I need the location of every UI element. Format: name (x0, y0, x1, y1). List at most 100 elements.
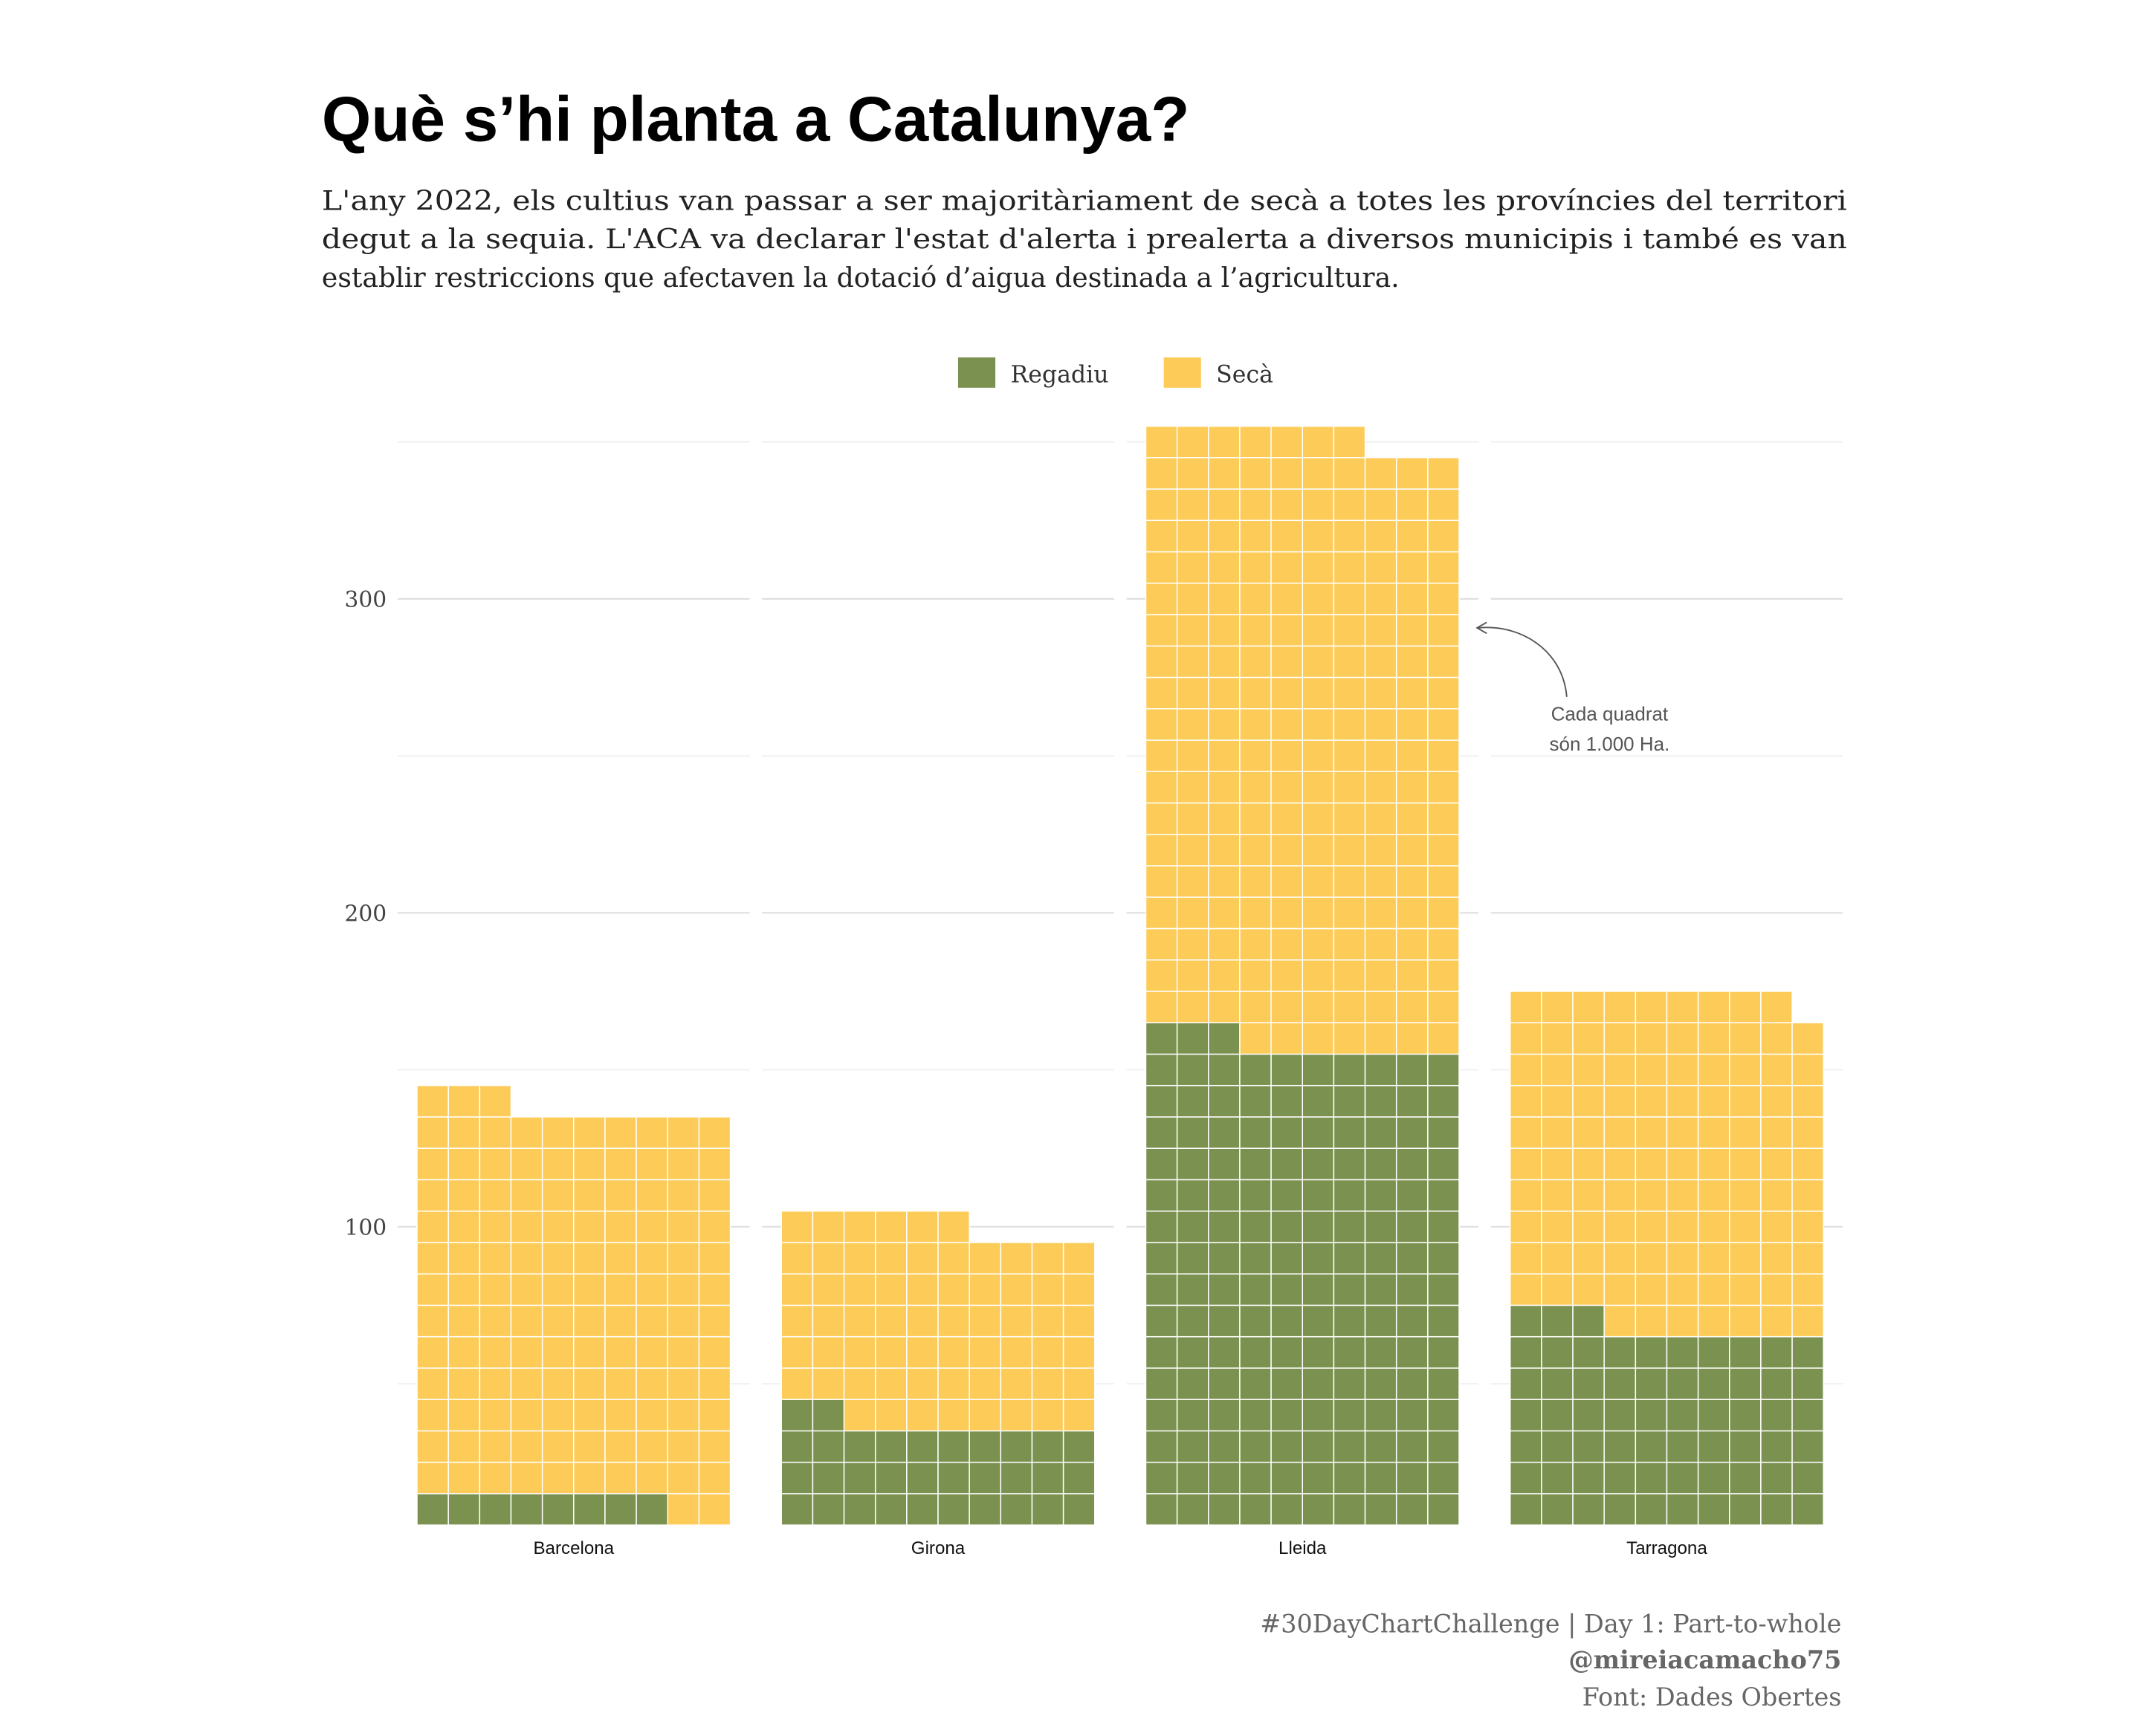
waffle-square (1603, 1022, 1637, 1055)
waffle-square (1666, 1430, 1699, 1463)
waffle-square (1364, 676, 1397, 710)
waffle-square (636, 1430, 668, 1463)
waffle-square (1364, 1053, 1397, 1086)
waffle-square (573, 1210, 606, 1243)
waffle-square (1603, 1116, 1637, 1149)
waffle-square (1031, 1461, 1064, 1494)
waffle-square (698, 1367, 731, 1400)
waffle-square (416, 1335, 449, 1369)
waffle-square (1208, 1179, 1241, 1212)
waffle-square (780, 1242, 814, 1275)
waffle-square (1427, 991, 1460, 1023)
waffle-square (573, 1367, 606, 1400)
waffle-square (1270, 645, 1303, 678)
waffle-square (812, 1273, 845, 1306)
waffle-square (1302, 1210, 1335, 1243)
waffle-square (1239, 1493, 1272, 1526)
waffle-square (1509, 1179, 1542, 1212)
waffle-square (1364, 959, 1397, 992)
waffle-square (510, 1273, 543, 1306)
waffle-square (1333, 1022, 1366, 1055)
waffle-square (780, 1367, 814, 1400)
waffle-square (510, 1242, 543, 1275)
waffle-square (1145, 551, 1178, 584)
waffle-square (1635, 1022, 1668, 1055)
waffle-square (1635, 1084, 1668, 1118)
waffle-square (698, 1430, 731, 1463)
waffle-square (1333, 1304, 1366, 1338)
waffle-square (1302, 1053, 1335, 1086)
waffle-square (1760, 1304, 1793, 1338)
waffle-square (874, 1367, 908, 1400)
waffle-square (1145, 1084, 1178, 1118)
waffle-square (780, 1273, 814, 1306)
waffle-square (1760, 1053, 1793, 1086)
waffle-square (416, 1273, 449, 1306)
waffle-square (1145, 1210, 1178, 1243)
waffle-square (1427, 833, 1460, 867)
waffle-square (1270, 1493, 1303, 1526)
waffle-square (447, 1179, 481, 1212)
annotation-arrowhead (1475, 621, 1487, 635)
waffle-square (636, 1210, 668, 1243)
waffle-square (1302, 1461, 1335, 1494)
waffle-square (510, 1179, 543, 1212)
waffle-square (780, 1430, 814, 1463)
waffle-square (1270, 991, 1303, 1023)
waffle-square (1239, 1461, 1272, 1494)
waffle-square (1302, 519, 1335, 553)
waffle-square (1760, 1084, 1793, 1118)
waffle-square (1239, 708, 1272, 741)
waffle-square (1208, 1493, 1241, 1526)
waffle-square (1239, 1335, 1272, 1369)
waffle-square (937, 1399, 970, 1432)
waffle-square (698, 1210, 731, 1243)
waffle-square (698, 1493, 731, 1526)
waffle-square (1364, 991, 1397, 1023)
waffle-square (1176, 1430, 1209, 1463)
waffle-square (969, 1493, 1002, 1526)
waffle-square (698, 1273, 731, 1306)
waffle-square (1208, 1084, 1241, 1118)
waffle-square (479, 1084, 512, 1118)
waffle-square (573, 1335, 606, 1369)
waffle-square (1239, 1399, 1272, 1432)
legend-swatch (957, 357, 996, 388)
waffle-square (479, 1493, 512, 1526)
waffle-square (1427, 1304, 1460, 1338)
waffle-square (1427, 771, 1460, 804)
waffle-square (479, 1179, 512, 1212)
waffle-square (1395, 1461, 1429, 1494)
waffle-square (1333, 1116, 1366, 1149)
waffle-square (1729, 1493, 1762, 1526)
waffle-square (1145, 1242, 1178, 1275)
waffle-square (1333, 927, 1366, 961)
waffle-square (1541, 1022, 1574, 1055)
waffle-square (937, 1430, 970, 1463)
waffle-square (1062, 1304, 1096, 1338)
waffle-square (1729, 1147, 1762, 1181)
waffle-square (1031, 1273, 1064, 1306)
waffle-square (1270, 1179, 1303, 1212)
waffle-square (541, 1367, 575, 1400)
waffle-square (1635, 1367, 1668, 1400)
waffle-square (1635, 1116, 1668, 1149)
waffle-square (1208, 676, 1241, 710)
waffle-square (1427, 739, 1460, 772)
waffle-square (1302, 1367, 1335, 1400)
waffle-square (1208, 519, 1241, 553)
waffle-square (1333, 1399, 1366, 1432)
waffle-square (573, 1493, 606, 1526)
waffle-square (604, 1461, 637, 1494)
annotation: són 1.000 Ha. (1550, 733, 1670, 755)
waffle-square (1000, 1430, 1033, 1463)
waffle-square (1239, 771, 1272, 804)
waffle-square (1603, 1304, 1637, 1338)
waffle-square (1572, 991, 1605, 1023)
waffle-square (1395, 771, 1429, 804)
waffle-square (1364, 1210, 1397, 1243)
waffle-square (479, 1242, 512, 1275)
waffle-square (1176, 1273, 1209, 1306)
waffle-square (1541, 1430, 1574, 1463)
waffle-square (636, 1367, 668, 1400)
